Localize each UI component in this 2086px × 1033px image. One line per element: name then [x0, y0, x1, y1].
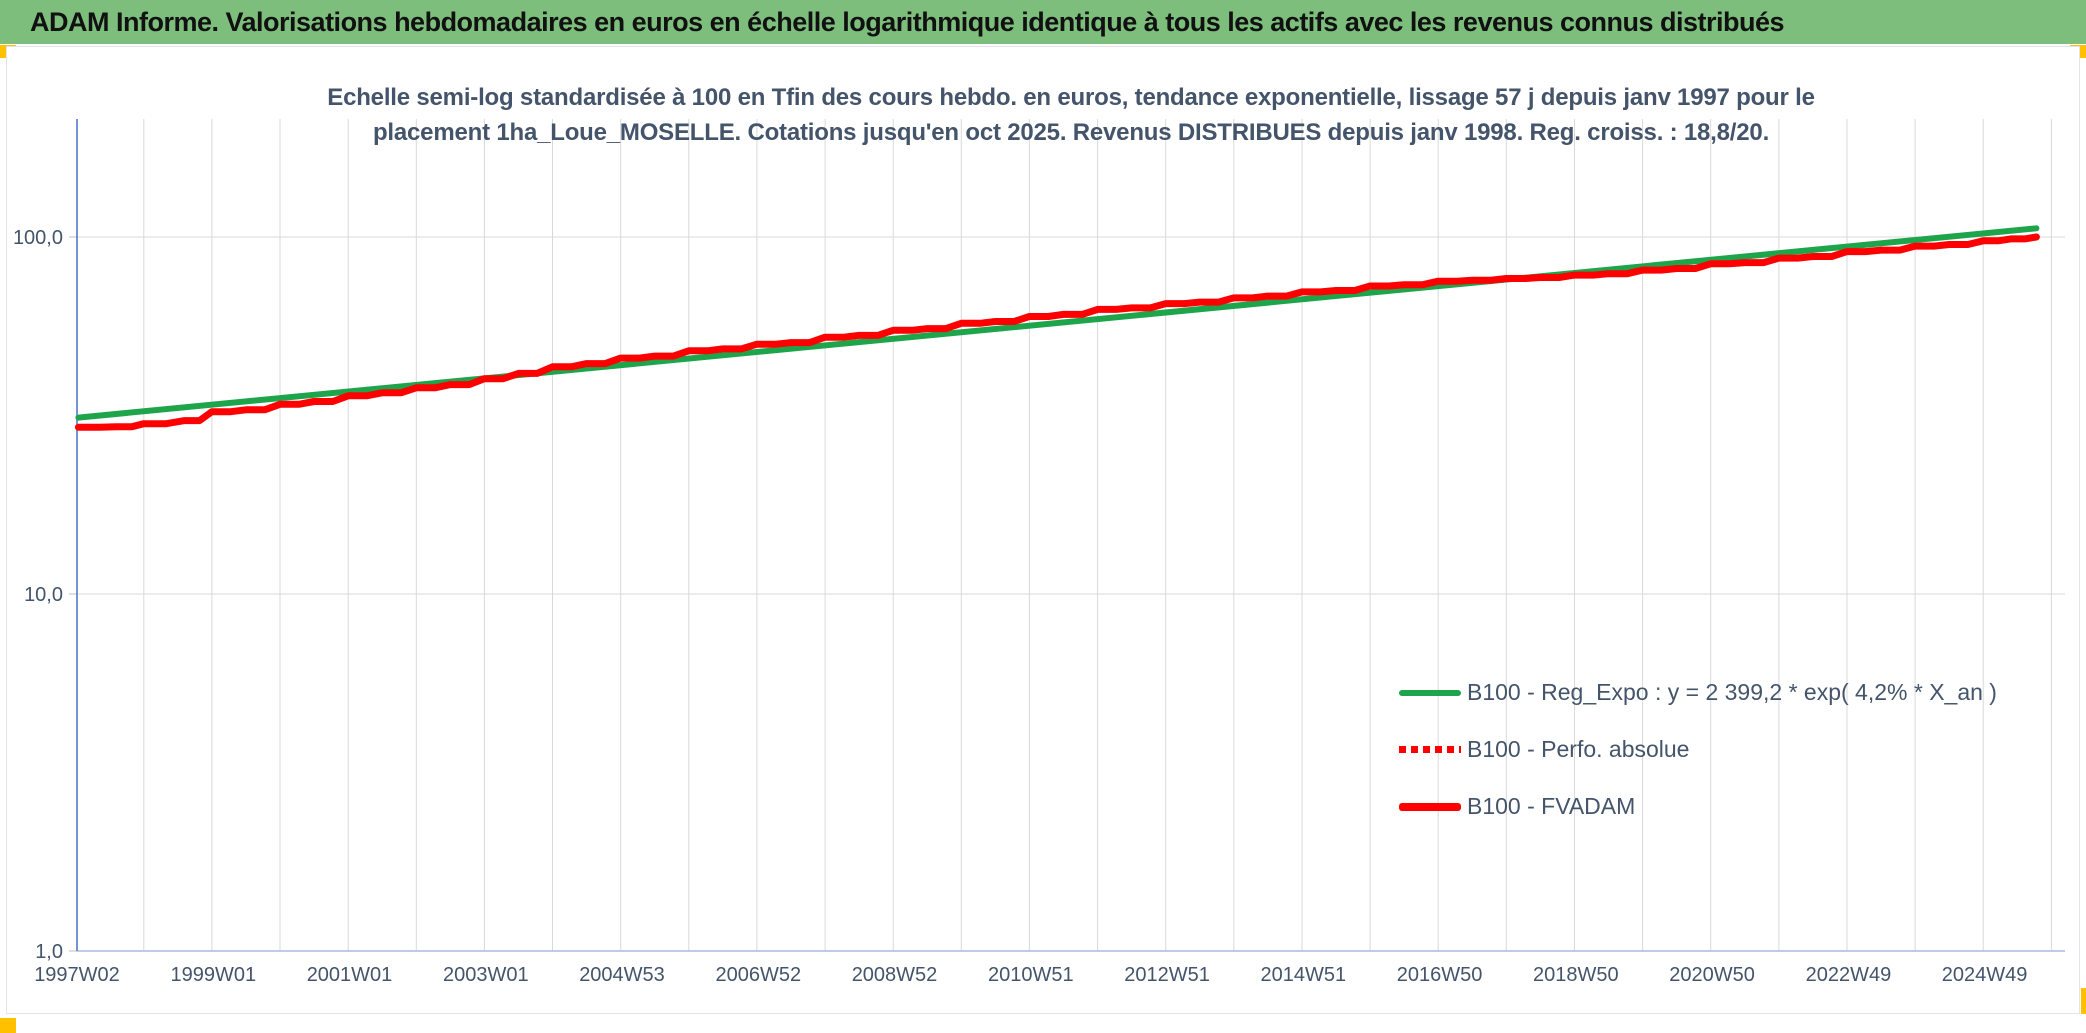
x-tick-label: 2022W49 [1806, 964, 1892, 986]
y-tick-label: 1,0 [35, 941, 63, 963]
legend-swatch [1399, 689, 1461, 696]
x-tick-label: 2006W52 [715, 964, 801, 986]
legend-item-fvadam[interactable]: B100 - FVADAM [1399, 793, 1997, 820]
chart-title-line2: placement 1ha_Loue_MOSELLE. Cotations ju… [372, 118, 1770, 146]
legend-swatch [1399, 802, 1461, 811]
legend-item-perfo-absolue[interactable]: B100 - Perfo. absolue [1399, 736, 1997, 763]
legend-label: B100 - Perfo. absolue [1467, 736, 1690, 762]
x-tick-label: 2014W51 [1260, 964, 1346, 986]
chart-title-line1: Echelle semi-log standardisée à 100 en T… [327, 84, 1815, 111]
header-bar: ADAM Informe. Valorisations hebdomadaire… [0, 0, 2086, 44]
legend-swatch [1399, 746, 1461, 753]
chart-title: Echelle semi-log standardisée à 100 en T… [77, 81, 2065, 151]
x-tick-label: 1997W02 [34, 964, 120, 986]
x-tick-label: 2010W51 [988, 964, 1074, 986]
x-tick-label: 2001W01 [307, 964, 393, 986]
legend-label: B100 - Reg_Expo : y = 2 399,2 * exp( 4,2… [1467, 679, 1997, 705]
x-tick-label: 2004W53 [579, 964, 665, 986]
y-tick-label: 100,0 [13, 227, 63, 249]
corner-accent-bottom-right [2081, 988, 2086, 1014]
x-tick-label: 2008W52 [852, 964, 938, 986]
chart-region[interactable]: 100,0 10,0 1,0 1997W02 1999W01 2001W01 2003W01… [6, 46, 2080, 1014]
header-title: ADAM Informe. Valorisations hebdomadaire… [30, 6, 1785, 37]
x-tick-label: 2012W51 [1124, 964, 1210, 986]
x-tick-label: 2024W49 [1942, 964, 2028, 986]
x-tick-label: 2018W50 [1533, 964, 1619, 986]
series-line-2 [74, 233, 2040, 431]
series-line-0 [75, 225, 2040, 421]
legend-label: B100 - FVADAM [1467, 793, 1636, 819]
legend-item-reg-expo[interactable]: B100 - Reg_Expo : y = 2 399,2 * exp( 4,2… [1399, 679, 1997, 706]
legend: B100 - Reg_Expo : y = 2 399,2 * exp( 4,2… [1399, 679, 1997, 820]
corner-accent-bottom-left [0, 1018, 16, 1033]
x-tick-label: 2020W50 [1669, 964, 1755, 986]
x-tick-label: 2016W50 [1397, 964, 1483, 986]
y-tick-label: 10,0 [24, 584, 63, 606]
x-tick-label: 1999W01 [170, 964, 256, 986]
x-tick-label: 2003W01 [443, 964, 529, 986]
